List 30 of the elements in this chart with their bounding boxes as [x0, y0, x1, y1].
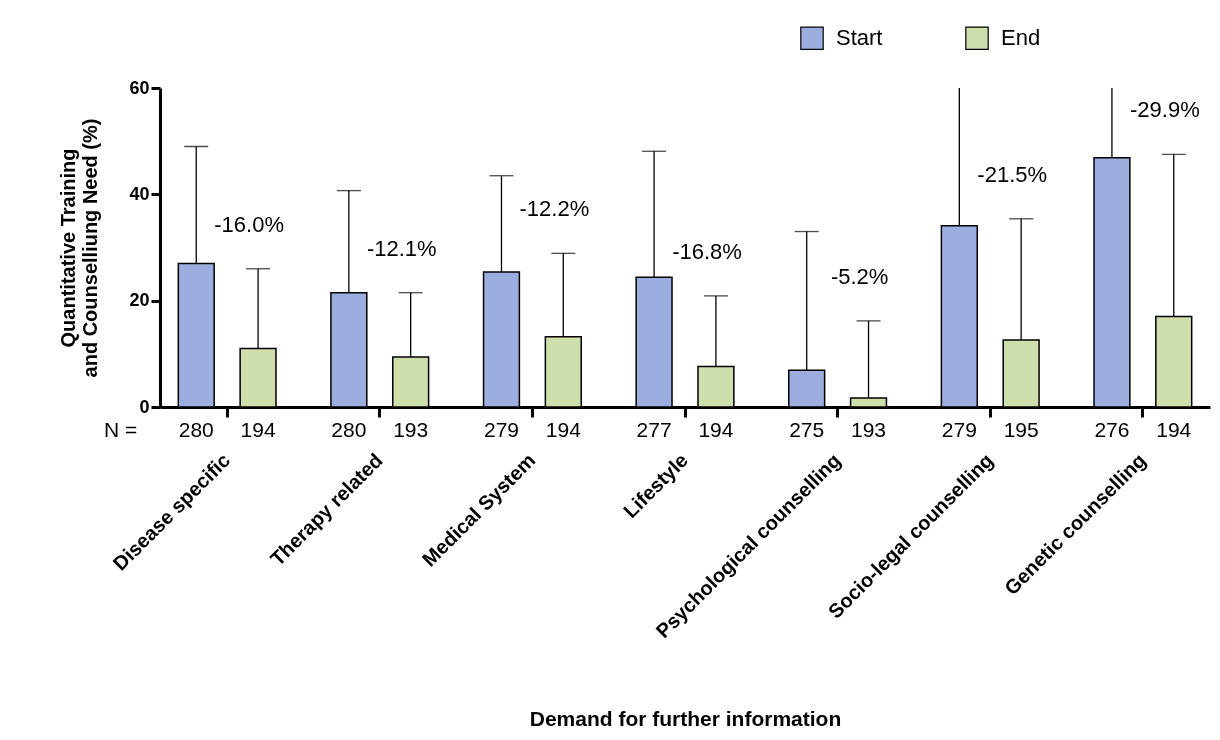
text: 193: [393, 418, 429, 441]
x-axis-title: Demand for further information: [529, 706, 842, 730]
text: 194: [698, 418, 734, 441]
text: 280: [331, 418, 367, 441]
text: 194: [240, 418, 276, 441]
legend-label: End: [1001, 25, 1041, 51]
annotation: -12.1%: [366, 235, 437, 261]
annotation: -12.2%: [519, 196, 590, 222]
text: 194: [545, 418, 582, 441]
y-tick-label: 40: [129, 183, 150, 204]
text: 277: [636, 418, 672, 441]
annotation: -5.2%: [830, 263, 889, 289]
annotation: -29.9%: [1129, 97, 1200, 123]
text: 279: [941, 418, 977, 441]
text: 275: [789, 418, 825, 441]
text: 195: [1003, 418, 1039, 441]
y-tick-label: 20: [129, 290, 150, 311]
text: 276: [1094, 418, 1130, 441]
annotation: -16.8%: [672, 238, 742, 264]
y-tick-label: 0: [139, 396, 150, 417]
y-axis-title: Quantitative Training and Counselliung Need (%): [57, 118, 102, 378]
text: 193: [851, 418, 887, 441]
text: 280: [178, 418, 214, 441]
legend-label: Start: [836, 25, 883, 51]
annotation: -16.0%: [214, 211, 285, 237]
annotation: -21.5%: [977, 161, 1048, 187]
text: 279: [483, 418, 519, 441]
text: 194: [1156, 418, 1192, 441]
y-tick-label: 60: [129, 77, 150, 98]
text: N =: [104, 418, 138, 441]
